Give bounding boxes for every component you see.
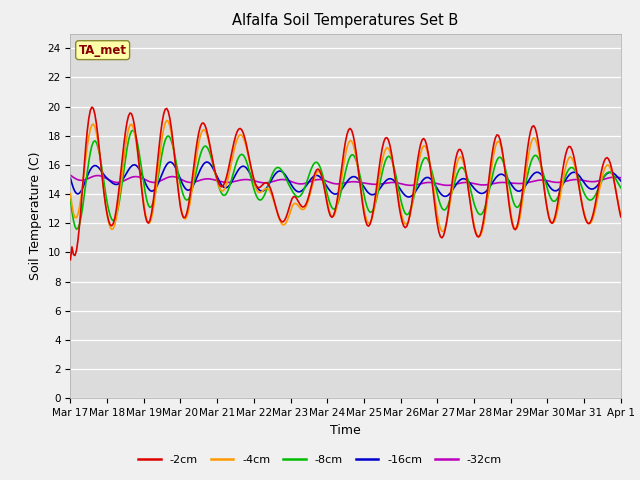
Line: -4cm: -4cm — [70, 120, 621, 237]
-4cm — [553, 212, 561, 217]
-8cm — [73, 226, 81, 232]
-16cm — [203, 159, 211, 165]
-16cm — [553, 188, 561, 193]
-32cm — [408, 182, 415, 188]
-4cm — [381, 147, 389, 153]
-2cm — [381, 135, 389, 141]
-32cm — [398, 181, 406, 187]
-4cm — [82, 156, 90, 161]
-4cm — [400, 219, 408, 225]
-8cm — [401, 211, 409, 216]
-4cm — [170, 152, 178, 158]
-32cm — [412, 182, 420, 188]
-2cm — [551, 214, 559, 219]
-16cm — [413, 185, 421, 191]
-4cm — [412, 177, 420, 183]
-16cm — [381, 179, 389, 184]
-8cm — [67, 196, 74, 202]
-32cm — [67, 172, 74, 178]
-2cm — [412, 169, 420, 175]
-16cm — [404, 194, 412, 200]
-16cm — [400, 191, 408, 197]
-16cm — [617, 178, 625, 184]
-8cm — [172, 158, 180, 164]
X-axis label: Time: Time — [330, 424, 361, 437]
-4cm — [67, 191, 74, 196]
-8cm — [83, 170, 91, 176]
Line: -2cm: -2cm — [70, 107, 621, 260]
-32cm — [551, 180, 559, 185]
Line: -32cm: -32cm — [70, 175, 621, 185]
-2cm — [88, 104, 95, 110]
-2cm — [617, 214, 625, 220]
-32cm — [617, 175, 625, 180]
Text: TA_met: TA_met — [79, 44, 127, 57]
-8cm — [617, 185, 625, 191]
-32cm — [380, 180, 388, 186]
-2cm — [400, 223, 408, 229]
-32cm — [82, 177, 90, 182]
-8cm — [413, 178, 421, 183]
-2cm — [67, 257, 74, 263]
-8cm — [129, 128, 137, 133]
-4cm — [617, 212, 625, 218]
Line: -8cm: -8cm — [70, 131, 621, 229]
-8cm — [553, 197, 561, 203]
-32cm — [169, 174, 177, 180]
-16cm — [169, 161, 177, 167]
-16cm — [82, 178, 90, 183]
-2cm — [170, 151, 178, 157]
-2cm — [82, 144, 90, 150]
Y-axis label: Soil Temperature (C): Soil Temperature (C) — [29, 152, 42, 280]
-4cm — [163, 118, 170, 123]
-16cm — [67, 175, 74, 181]
-4cm — [475, 234, 483, 240]
Line: -16cm: -16cm — [70, 162, 621, 197]
-8cm — [383, 155, 390, 161]
Title: Alfalfa Soil Temperatures Set B: Alfalfa Soil Temperatures Set B — [232, 13, 459, 28]
Legend: -2cm, -4cm, -8cm, -16cm, -32cm: -2cm, -4cm, -8cm, -16cm, -32cm — [134, 451, 506, 469]
